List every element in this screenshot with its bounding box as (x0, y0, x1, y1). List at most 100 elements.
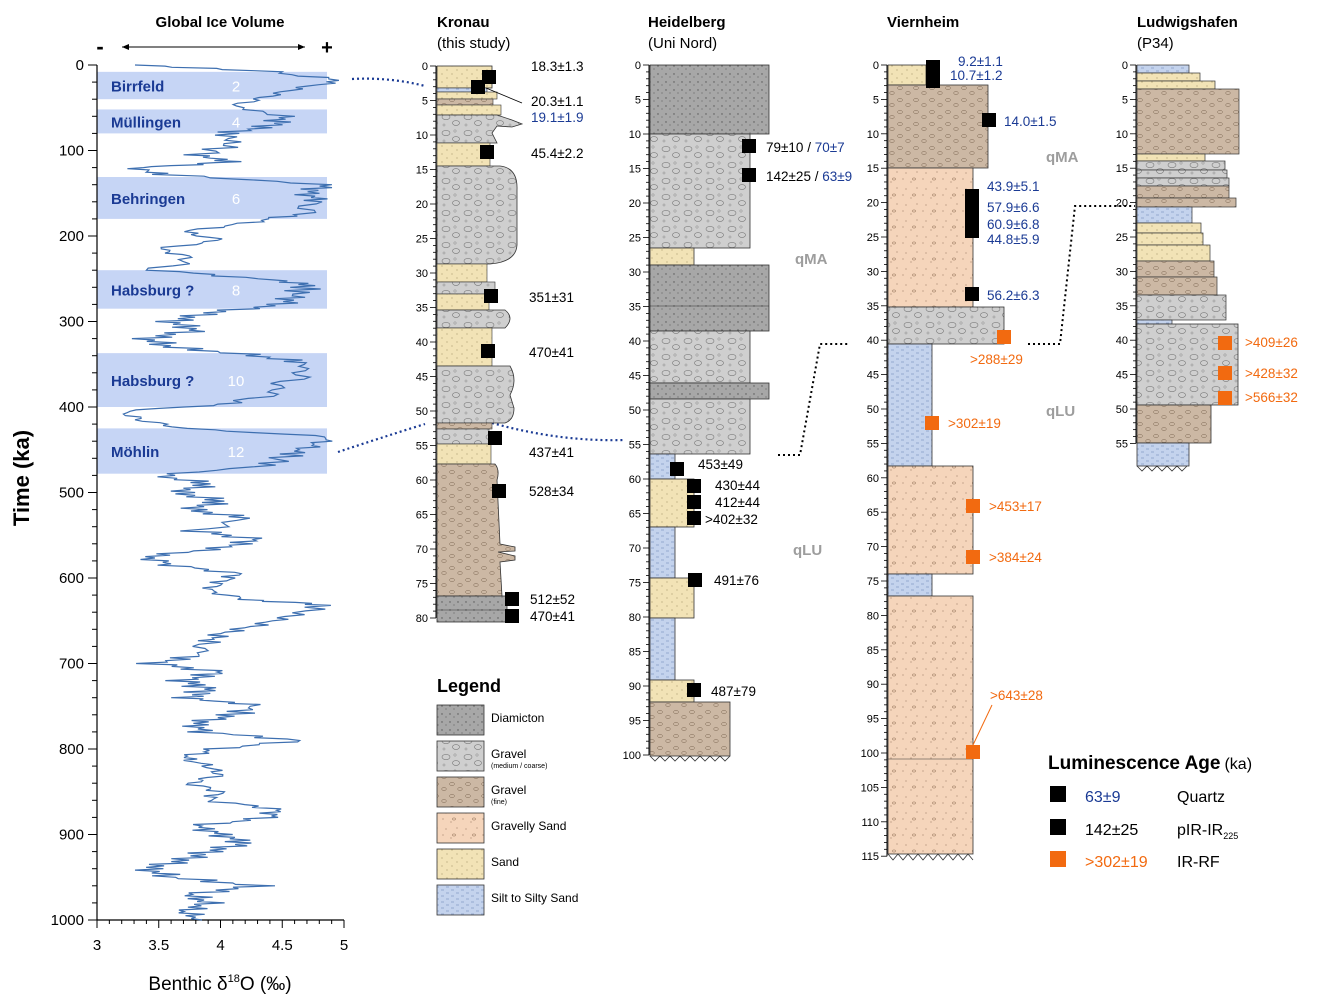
age-label: >384±24 (989, 550, 1042, 565)
ludwigshafen-ages: >409±26 >428±32 >566±32 (1245, 335, 1298, 405)
layer (1136, 206, 1193, 224)
ice-y-tick-label: 900 (59, 827, 84, 844)
sample-marker (965, 287, 979, 301)
glacial-bands: Birrfeld 2 Müllingen 4 Behringen 6 Habsburg ? 8… (97, 71, 327, 474)
age-label: 19.1±1.9 (531, 110, 583, 125)
sample-marker (471, 80, 485, 94)
depth-tick-label: 0 (422, 61, 428, 73)
sample-marker (687, 683, 701, 697)
depth-tick-label: 15 (629, 164, 641, 176)
sample-marker (481, 344, 495, 358)
sample-marker (997, 330, 1011, 344)
depth-tick-label: 50 (867, 404, 879, 416)
sample-marker (488, 431, 502, 445)
legend-swatch (436, 884, 485, 916)
depth-tick-label: 45 (867, 370, 879, 382)
age-label: 453±49 (698, 457, 743, 472)
layer (1136, 442, 1190, 467)
viernheim-samples (925, 60, 1011, 759)
heidelberg-column (649, 64, 770, 762)
pirir-age-example: 142±25 (1085, 822, 1138, 839)
ice-y-tick-label: 700 (59, 656, 84, 673)
layer (1136, 222, 1202, 234)
layer (436, 309, 511, 329)
pirir-method-label: pIR-IR225 (1177, 822, 1238, 841)
sample-marker (482, 70, 496, 84)
legend-label: Gravelly Sand (491, 819, 566, 833)
glacial-name: Möhlin (111, 444, 159, 461)
boundary-line-viernheim-ludwigshafen (1028, 205, 1135, 345)
depth-tick-label: 60 (867, 473, 879, 485)
depth-tick-label: 70 (867, 542, 879, 554)
kronau-subtitle: (this study) (437, 35, 510, 52)
layer (649, 133, 751, 249)
legend-swatch (436, 848, 485, 880)
unit-label-qma: qMA (1046, 149, 1079, 166)
heidelberg-title: Heidelberg (648, 14, 726, 31)
age-label-pair: 79±10 / 70±7 (766, 140, 845, 155)
heidelberg-subtitle: (Uni Nord) (648, 35, 717, 52)
depth-tick-label: 10 (629, 129, 641, 141)
layer (1136, 319, 1173, 325)
age-label: 56.2±6.3 (987, 288, 1039, 303)
legend: Legend Diamicton Gravel (medium / coarse) G… (436, 676, 578, 916)
sample-marker (1218, 366, 1232, 380)
age-leader-line (972, 704, 993, 746)
ice-axes: 0 100 200 300 400 500 600 700 800 900 1000 3 3.5 4 4.5… (51, 57, 349, 954)
depth-tick-label: 85 (867, 645, 879, 657)
kronau-samples (471, 70, 519, 623)
depth-tick-label: 75 (629, 578, 641, 590)
age-label: 10.7±1.2 (950, 68, 1002, 83)
depth-tick-label: 90 (629, 681, 641, 693)
layer (1136, 64, 1190, 74)
viernheim-ages: 9.2±1.1 10.7±1.2 14.0±1.5 43.9±5.1 57.9±… (948, 54, 1056, 703)
ice-y-axis-label: Time (ka) (9, 430, 34, 526)
age-label: 351±31 (529, 290, 574, 305)
mis-number: 12 (228, 444, 245, 461)
legend-label: Silt to Silty Sand (491, 891, 578, 905)
depth-tick-label: 25 (1116, 232, 1128, 244)
layer (436, 365, 515, 424)
ice-y-tick-label: 600 (59, 570, 84, 587)
layer (887, 167, 974, 308)
section-viernheim: Viernheim 0 5 10 15 20 25 30 35 40 45 50 55 60 65 70 75… (861, 14, 1079, 863)
ice-y-tick-label: 1000 (51, 912, 84, 929)
depth-tick-label: 50 (416, 406, 428, 418)
ludwigshafen-samples (1218, 336, 1232, 405)
layer (887, 595, 974, 855)
sample-marker (687, 511, 701, 525)
depth-tick-label: 5 (422, 96, 428, 108)
mis-number: 8 (232, 282, 240, 299)
sample-marker (505, 609, 519, 623)
layer (649, 617, 676, 681)
ice-minus-sign: - (96, 34, 103, 59)
depth-tick-label: 20 (416, 199, 428, 211)
depth-tick-label: 10 (867, 129, 879, 141)
age-label: 470±41 (529, 345, 574, 360)
depth-tick-label: 30 (1116, 266, 1128, 278)
viernheim-title: Viernheim (887, 14, 959, 31)
layer (1136, 72, 1201, 82)
sample-marker (670, 462, 684, 476)
benthic-d18o-curve (122, 64, 339, 921)
depth-tick-label: 40 (416, 337, 428, 349)
depth-tick-label: 15 (1116, 163, 1128, 175)
ludwigshafen-subtitle: (P34) (1137, 35, 1174, 52)
layer (649, 526, 676, 579)
viernheim-depth-axis: 0 5 10 15 20 25 30 35 40 45 50 55 60 65 70 75 80 85 90 95 10… (861, 60, 888, 863)
glacial-name: Habsburg ? (111, 373, 194, 390)
sample-marker (966, 550, 980, 564)
legend-label: Gravel (491, 747, 526, 761)
depth-tick-label: 80 (867, 610, 879, 622)
sample-marker (966, 499, 980, 513)
ice-title: Global Ice Volume (156, 14, 285, 31)
depth-tick-label: 70 (416, 544, 428, 556)
layer (649, 382, 770, 400)
legend-label: Gravel (491, 783, 526, 797)
kronau-depth-axis: 0 5 10 15 20 25 30 35 40 45 50 55 60 65 70 75 80 (416, 61, 437, 625)
depth-tick-label: 45 (629, 371, 641, 383)
layer (436, 428, 490, 445)
layer (649, 701, 731, 757)
sample-marker (742, 139, 756, 153)
